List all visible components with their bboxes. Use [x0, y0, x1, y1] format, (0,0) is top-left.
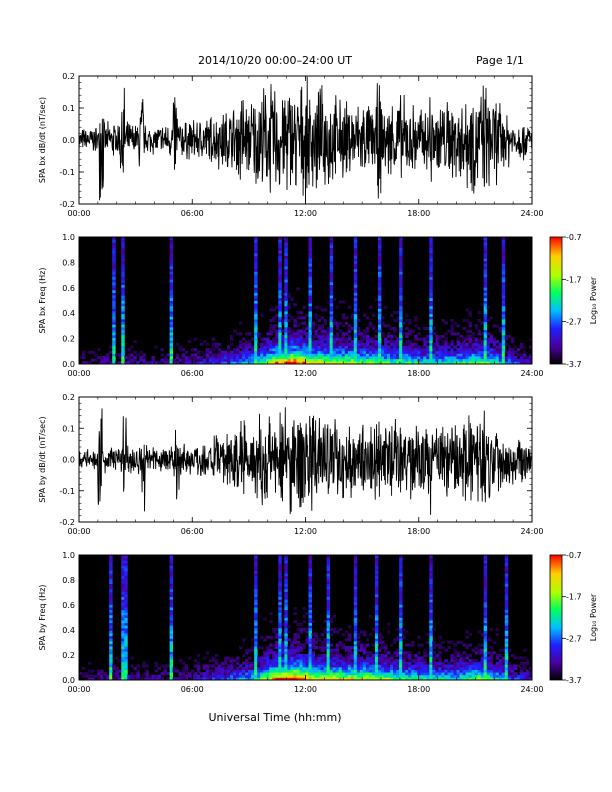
page-title: 2014/10/20 00:00–24:00 UT	[198, 54, 352, 67]
page-number: Page 1/1	[476, 54, 524, 67]
spectrogram	[79, 237, 532, 364]
x-tick-label: 24:00	[520, 527, 543, 536]
y-tick-label: 0.0	[62, 456, 75, 465]
x-tick-label: 12:00	[294, 209, 317, 218]
x-tick-label: 06:00	[181, 685, 204, 694]
y-axis-label: SPA bx Freq (Hz)	[38, 268, 47, 334]
colorbar-tick-label: -3.7	[566, 360, 582, 369]
x-tick-label: 00:00	[67, 527, 90, 536]
y-tick-label: 0.8	[62, 576, 75, 585]
x-tick-label: 06:00	[181, 527, 204, 536]
y-tick-label: 0.4	[62, 309, 75, 318]
panel-3: 00:00 06:00 12:00 18:00 24:00 0.2 0.1 0.0 -0.1 -0…	[38, 393, 544, 536]
time-series	[79, 397, 532, 522]
x-tick-label: 24:00	[520, 685, 543, 694]
panel-1: 00:00 06:00 12:00 18:00 24:00 0.2 0.1 0.0 -0.1 -0…	[38, 72, 544, 218]
y-tick-label: -0.2	[59, 200, 75, 209]
colorbar-tick-label: -2.7	[566, 634, 582, 643]
panel-4: -0.7 -1.7 -2.7 -3.7 Log₁₀ Power 00:00 06:00 12:…	[38, 551, 598, 694]
y-tick-label: -0.1	[59, 168, 75, 177]
time-series	[79, 76, 532, 204]
colorbar-tick-label: -1.7	[566, 593, 582, 602]
colorbar-tick-label: -0.7	[566, 551, 582, 560]
x-tick-label: 18:00	[407, 209, 430, 218]
y-tick-label: 1.0	[62, 233, 75, 242]
spectrogram	[79, 555, 532, 680]
colorbar-tick-label: -3.7	[566, 676, 582, 685]
trace-line	[79, 407, 532, 515]
x-tick-label: 06:00	[181, 209, 204, 218]
x-tick-label: 18:00	[407, 527, 430, 536]
x-tick-label: 12:00	[294, 685, 317, 694]
y-tick-label: 0.1	[62, 424, 75, 433]
x-tick-label: 18:00	[407, 369, 430, 378]
panel-2: -0.7 -1.7 -2.7 -3.7 Log₁₀ Power 00:00 06:00 12:…	[38, 233, 598, 378]
colorbar-tick-label: -2.7	[566, 318, 582, 327]
y-tick-label: 0.0	[62, 676, 75, 685]
y-axis-label: SPA by Freq (Hz)	[38, 585, 47, 651]
y-tick-label: 0.2	[62, 393, 75, 402]
x-tick-label: 18:00	[407, 685, 430, 694]
x-tick-label: 12:00	[294, 527, 317, 536]
x-tick-label: 12:00	[294, 369, 317, 378]
y-tick-label: 0.6	[62, 284, 75, 293]
y-tick-label: 0.0	[62, 136, 75, 145]
x-tick-label: 24:00	[520, 369, 543, 378]
y-tick-label: 0.8	[62, 258, 75, 267]
x-tick-label: 00:00	[67, 369, 90, 378]
panels: 00:00 06:00 12:00 18:00 24:00 0.2 0.1 0.0 -0.1 -0…	[38, 72, 598, 694]
y-tick-label: 0.2	[62, 335, 75, 344]
x-axis-label: Universal Time (hh:mm)	[209, 711, 342, 724]
x-tick-label: 00:00	[67, 209, 90, 218]
y-tick-label: 0.4	[62, 626, 75, 635]
y-axis-label: SPA by dB/dt (nT/sec)	[38, 416, 47, 502]
y-tick-label: -0.2	[59, 518, 75, 527]
y-tick-label: 0.2	[62, 72, 75, 81]
colorbar: -0.7 -1.7 -2.7 -3.7 Log₁₀ Power	[549, 233, 598, 369]
x-tick-label: 06:00	[181, 369, 204, 378]
y-tick-label: 0.0	[62, 360, 75, 369]
x-tick-label: 24:00	[520, 209, 543, 218]
y-axis-label: SPA bx dB/dt (nT/sec)	[38, 97, 47, 183]
y-tick-label: 1.0	[62, 551, 75, 560]
y-tick-label: 0.6	[62, 601, 75, 610]
y-tick-label: 0.1	[62, 104, 75, 113]
colorbar-tick-label: -1.7	[566, 275, 582, 284]
colorbar-label: Log₁₀ Power	[589, 593, 598, 641]
x-tick-label: 00:00	[67, 685, 90, 694]
y-tick-label: -0.1	[59, 487, 75, 496]
colorbar-label: Log₁₀ Power	[589, 276, 598, 324]
colorbar: -0.7 -1.7 -2.7 -3.7 Log₁₀ Power	[549, 551, 598, 685]
y-tick-label: 0.2	[62, 651, 75, 660]
colorbar-tick-label: -0.7	[566, 233, 582, 242]
